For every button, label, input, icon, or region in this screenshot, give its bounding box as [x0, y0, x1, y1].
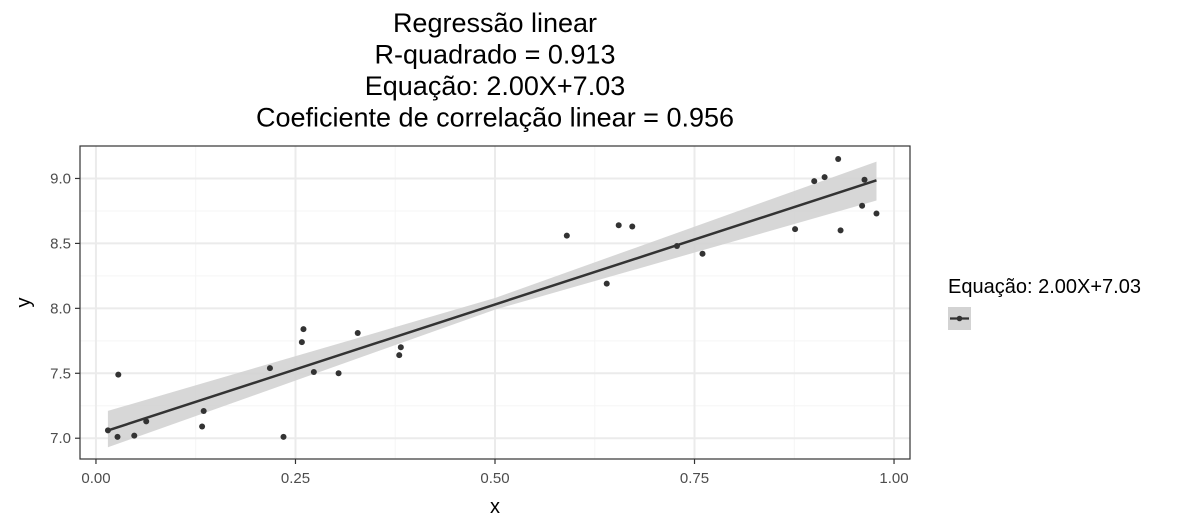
data-point	[397, 344, 404, 351]
data-point	[603, 280, 610, 287]
title-line: R-quadrado = 0.913	[375, 40, 616, 70]
data-point	[792, 226, 799, 233]
plot-panel	[79, 145, 911, 460]
data-point	[143, 418, 150, 425]
legend-title: Equação: 2.00X+7.03	[948, 276, 1141, 298]
x-axis-title: x	[490, 496, 500, 518]
x-tick-label: 1.00	[879, 470, 908, 487]
data-point	[131, 432, 138, 439]
data-point	[629, 223, 636, 230]
data-point	[200, 407, 207, 414]
data-point	[699, 250, 706, 257]
y-tick-label: 7.5	[50, 365, 71, 382]
data-point	[335, 370, 342, 377]
y-tick-label: 8.5	[50, 235, 71, 252]
data-point	[310, 368, 317, 375]
regression-line	[107, 179, 877, 432]
title-line: Coeficiente de correlação linear = 0.956	[256, 103, 734, 133]
data-point	[673, 243, 680, 250]
data-point	[615, 222, 622, 229]
y-tick-label: 8.0	[50, 300, 71, 317]
data-point	[104, 427, 111, 434]
x-tick-label: 0.75	[680, 470, 709, 487]
data-point	[266, 365, 273, 372]
data-point	[354, 330, 361, 337]
data-point	[300, 326, 307, 333]
title-line: Regressão linear	[393, 8, 597, 38]
data-point	[298, 339, 305, 346]
data-point	[563, 232, 570, 239]
x-tick-label: 0.00	[81, 470, 110, 487]
data-point	[859, 202, 866, 209]
data-point	[837, 227, 844, 234]
data-point	[115, 371, 122, 378]
data-point	[199, 423, 206, 430]
data-point	[114, 433, 121, 440]
data-point	[821, 174, 828, 181]
data-point	[811, 178, 818, 185]
data-point	[396, 352, 403, 359]
data-point	[861, 176, 868, 183]
y-tick-label: 7.0	[50, 430, 71, 447]
y-axis-title: y	[13, 298, 35, 308]
legend: Equação: 2.00X+7.03	[948, 276, 1141, 330]
title-line: Equação: 2.00X+7.03	[365, 71, 625, 101]
data-point	[873, 210, 880, 217]
y-tick-label: 9.0	[50, 170, 71, 187]
data-point	[835, 155, 842, 162]
x-tick-label: 0.25	[281, 470, 310, 487]
x-tick-label: 0.50	[480, 470, 509, 487]
axes: 0.00 0.25 0.50 0.75 1.00 7.0 7.5 8.0 8.5 9.0 x y	[13, 170, 909, 518]
data-point	[280, 433, 287, 440]
legend-key-point	[956, 315, 963, 322]
